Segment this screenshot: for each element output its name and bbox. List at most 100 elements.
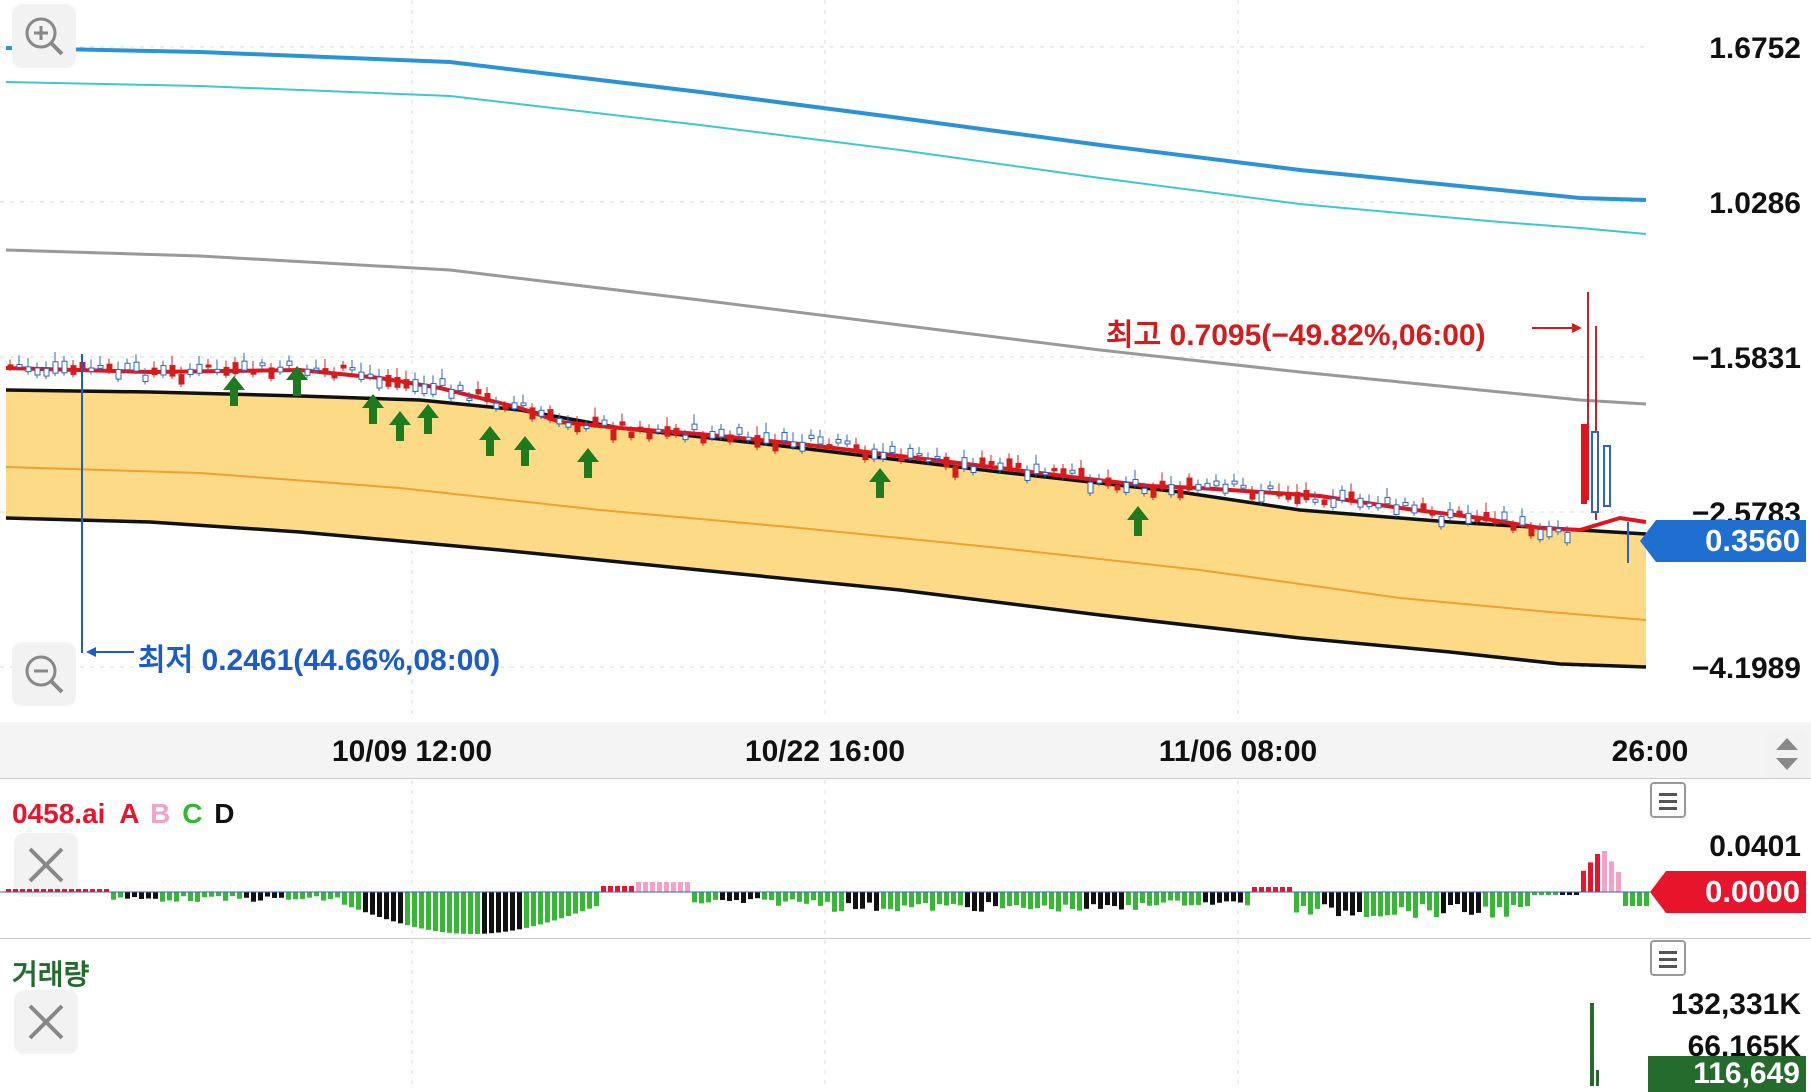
histogram-bar [405, 892, 410, 926]
histogram-bar [1602, 851, 1607, 892]
histogram-bar [174, 892, 179, 902]
histogram-bar [1546, 892, 1551, 895]
histogram-bar [1378, 892, 1383, 917]
candle [25, 358, 32, 375]
buy-signal-arrow-icon [577, 448, 599, 478]
close-icon [28, 1004, 64, 1040]
histogram-bar [1434, 892, 1439, 917]
zoom-in-button[interactable] [12, 4, 76, 68]
histogram-bar [48, 889, 53, 892]
histogram-bar [797, 892, 802, 902]
histogram-bar [1070, 892, 1075, 910]
histogram-bar [1490, 892, 1495, 918]
price-tick: 1.0286 [1709, 187, 1801, 220]
histogram-bar [1315, 892, 1320, 909]
zoom-out-button[interactable] [12, 642, 76, 706]
histogram-bar [1539, 892, 1544, 895]
buy-signal-arrows [223, 366, 1149, 536]
candle [1096, 473, 1103, 487]
histogram-bar [790, 892, 795, 900]
candle [1339, 485, 1346, 504]
histogram-bar [1000, 892, 1005, 909]
candle [1393, 498, 1400, 518]
candle [1015, 455, 1022, 471]
histogram-bar [1588, 862, 1593, 892]
candle [673, 423, 680, 438]
histogram-bar [1245, 892, 1250, 906]
histogram-bar [1336, 892, 1341, 917]
candle [1348, 483, 1355, 506]
candle [223, 360, 230, 379]
close-volume-button[interactable] [14, 990, 78, 1054]
candle [475, 381, 482, 397]
histogram-bar [27, 889, 32, 892]
histogram-bar [314, 892, 319, 897]
ma-blue [5, 46, 1647, 202]
histogram-bar [433, 892, 438, 932]
indicator-axis-value: 0.0401 [1709, 830, 1801, 863]
candle [52, 351, 59, 377]
candle [997, 457, 1004, 474]
histogram-bar [1042, 892, 1047, 906]
histogram-bar [993, 892, 998, 907]
histogram-bar [1231, 892, 1236, 902]
histogram-bar [1595, 854, 1600, 892]
histogram-bar [552, 892, 557, 921]
histogram-bar [69, 889, 74, 892]
histogram-bar [1252, 887, 1257, 892]
histogram-bar [1574, 892, 1579, 895]
histogram-bar [167, 892, 172, 901]
histogram-bar [384, 892, 389, 920]
candle [160, 360, 167, 378]
close-indicator-button[interactable] [14, 833, 78, 897]
candle [340, 360, 347, 372]
histogram-bar [699, 892, 704, 904]
histogram-bar [1413, 892, 1418, 918]
histogram-bar [853, 892, 858, 910]
histogram-bar [1553, 892, 1558, 895]
candle [898, 448, 905, 464]
indicator-symbol: 0458.ai [12, 798, 106, 829]
histogram-bar [727, 892, 732, 901]
histogram-bar [538, 892, 543, 925]
histogram-bar [265, 892, 270, 897]
histogram-bar [1266, 887, 1271, 892]
candle [925, 452, 932, 465]
histogram-bar [503, 892, 508, 932]
histogram-bar [916, 892, 921, 905]
histogram-bar [622, 886, 627, 892]
candle [934, 447, 941, 462]
histogram-bar [1063, 892, 1068, 905]
histogram-bar [475, 892, 480, 934]
candle [403, 370, 410, 391]
candle [115, 361, 122, 383]
candle [34, 362, 41, 378]
candle [826, 438, 833, 451]
candle [1501, 505, 1508, 523]
low-annotation: 최저 0.2461(44.66%,08:00) [138, 644, 501, 677]
menu-icon [1659, 951, 1677, 954]
scroll-arrows-button[interactable] [1766, 730, 1808, 778]
legend-b: B [150, 798, 171, 829]
histogram-bar [83, 889, 88, 892]
time-axis[interactable] [0, 722, 1811, 778]
histogram-bar [1140, 892, 1145, 903]
histogram-bar [923, 892, 928, 904]
indicator-menu-button[interactable] [1650, 782, 1686, 818]
histogram-bar [650, 882, 655, 892]
menu-icon [1659, 793, 1677, 796]
histogram-bar [909, 892, 914, 908]
histogram-bar [202, 892, 207, 898]
candle [772, 433, 779, 454]
histogram-bar [594, 892, 599, 907]
histogram-bar [1637, 892, 1642, 906]
candle [682, 429, 689, 443]
candle [637, 420, 644, 434]
time-tick: 10/22 16:00 [744, 735, 906, 768]
volume-menu-button[interactable] [1650, 940, 1686, 976]
time-tick: 26:00 [1611, 735, 1689, 768]
candle [808, 429, 815, 442]
histogram-bar [1441, 892, 1446, 914]
histogram-bar [608, 886, 613, 892]
